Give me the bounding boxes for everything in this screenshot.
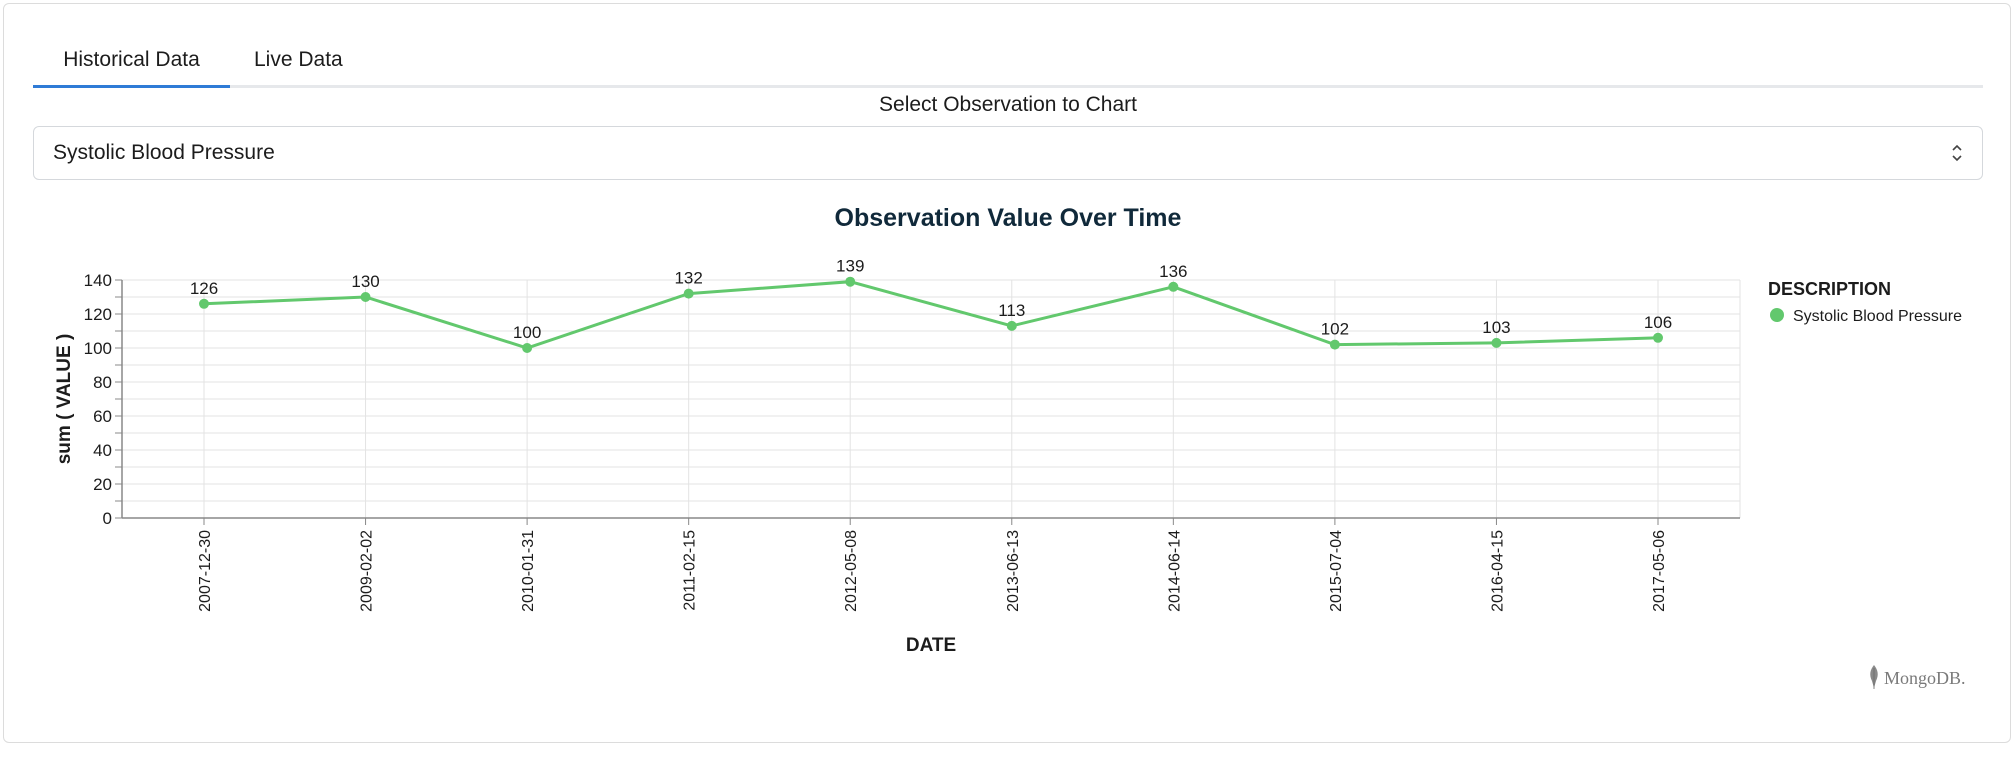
data-label: 113 (998, 301, 1025, 320)
data-point (1006, 320, 1017, 331)
observation-select-value: Systolic Blood Pressure (53, 141, 275, 164)
tab-bar-divider (33, 85, 1983, 88)
x-tick-label: 2011-02-15 (682, 530, 699, 611)
y-axis-label: sum ( VALUE ) (54, 334, 75, 465)
x-tick-label: 2014-06-14 (1166, 530, 1183, 612)
y-tick-label: 120 (84, 305, 112, 324)
data-point (1168, 281, 1179, 292)
y-tick-label: 100 (84, 339, 112, 358)
data-label: 139 (836, 257, 864, 276)
active-tab-indicator (33, 85, 230, 88)
tab-historical-data-label: Historical Data (63, 48, 200, 71)
y-tick-label: 140 (84, 271, 112, 290)
series-line (203, 280, 1659, 350)
x-tick-label: 2016-04-15 (1489, 530, 1506, 612)
data-label: 106 (1644, 313, 1672, 332)
tab-historical-data[interactable]: Historical Data (33, 36, 230, 85)
data-point (1491, 337, 1502, 348)
data-label: 100 (513, 323, 541, 342)
data-point (845, 276, 856, 287)
tab-live-data-label: Live Data (254, 48, 343, 71)
data-point (1329, 339, 1340, 350)
x-tick-label: 2012-05-08 (843, 530, 860, 612)
mongodb-leaf-icon (1870, 665, 1878, 689)
data-point (522, 343, 533, 353)
data-point (360, 292, 371, 302)
legend-item-label: Systolic Blood Pressure (1793, 308, 1962, 325)
x-tick-label: 2015-07-04 (1328, 530, 1345, 612)
data-point (683, 288, 694, 299)
legend-swatch (1770, 308, 1784, 322)
tab-live-data[interactable]: Live Data (254, 36, 343, 85)
tab-bar: Historical Data Live Data (33, 36, 1983, 88)
y-tick-label: 60 (93, 407, 112, 426)
chart-title: Observation Value Over Time (834, 204, 1182, 232)
y-tick-label: 80 (93, 373, 112, 392)
observation-select[interactable]: Systolic Blood Pressure (33, 126, 1983, 180)
legend-title: DESCRIPTION (1768, 279, 1891, 299)
x-tick-label: 2007-12-30 (197, 530, 214, 612)
chevron-up-down-icon (1952, 144, 1962, 162)
x-tick-label: 2009-02-02 (359, 530, 376, 612)
data-label: 126 (190, 279, 218, 298)
x-tick-label: 2010-01-31 (520, 530, 537, 612)
data-label: 130 (351, 272, 379, 291)
data-point (1653, 332, 1663, 343)
x-tick-label: 2013-06-13 (1005, 530, 1022, 612)
data-point (199, 298, 209, 309)
data-label: 102 (1321, 320, 1349, 339)
mongodb-brand-text: MongoDB. (1884, 668, 1966, 688)
data-label: 132 (674, 269, 702, 288)
data-label: 136 (1159, 262, 1187, 281)
data-label: 103 (1482, 318, 1510, 337)
y-tick-label: 20 (93, 475, 112, 494)
select-label: Select Observation to Chart (879, 93, 1137, 116)
y-tick-label: 0 (103, 509, 112, 528)
y-tick-label: 40 (93, 441, 112, 460)
x-tick-label: 2017-05-06 (1651, 530, 1668, 612)
x-axis-label: DATE (906, 635, 956, 656)
